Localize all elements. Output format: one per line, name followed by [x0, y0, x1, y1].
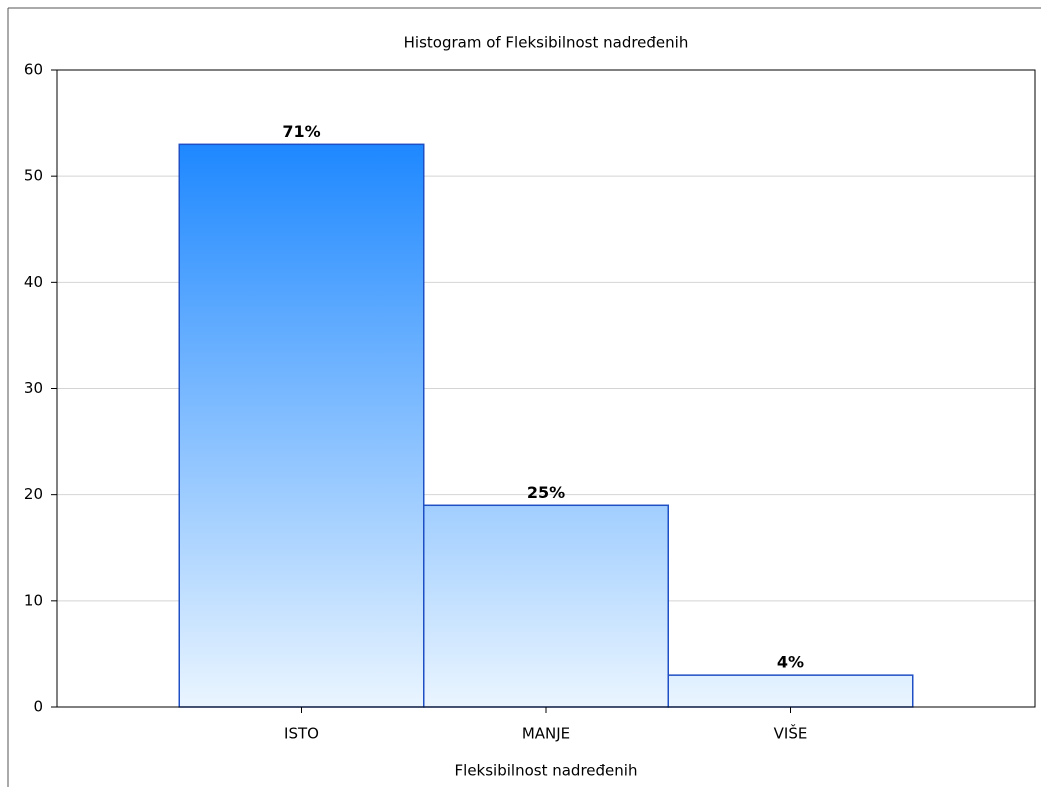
x-tick-label: ISTO	[284, 725, 319, 743]
y-tick-label: 0	[33, 698, 43, 716]
bar-annotation: 4%	[777, 653, 804, 672]
plot-frame	[56, 69, 1036, 708]
y-tick-label: 20	[24, 485, 43, 503]
y-tick-label: 10	[24, 591, 43, 609]
bar	[423, 504, 669, 708]
y-tick-label: 50	[24, 167, 43, 185]
y-tick-label: 30	[24, 379, 43, 397]
bar-annotation: 71%	[282, 122, 320, 141]
x-axis-label: Fleksibilnost nadređenih	[455, 762, 638, 780]
y-tick-label: 60	[24, 61, 43, 79]
bar	[667, 674, 914, 708]
x-tick-label: VIŠE	[774, 724, 808, 743]
bar	[178, 143, 425, 708]
chart-title: Histogram of Fleksibilnost nadređenih	[404, 34, 689, 52]
y-tick-label: 40	[24, 273, 43, 291]
bar-annotation: 25%	[527, 483, 565, 502]
x-tick-label: MANJE	[522, 725, 570, 743]
